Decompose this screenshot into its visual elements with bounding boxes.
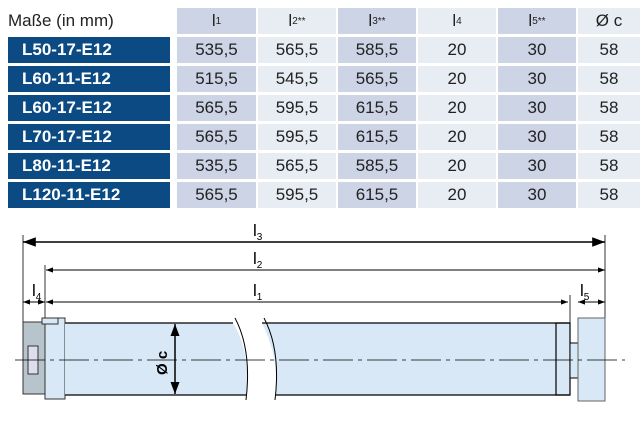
column-header-2: l 2 ** (258, 8, 336, 34)
column-header-5: l 5 ** (498, 8, 576, 34)
table-cell: 58 (578, 66, 640, 92)
table-cell: 565,5 (258, 153, 336, 179)
table-cell: 30 (498, 95, 576, 121)
end-cap (577, 317, 606, 402)
row-model-label: L80-11-E12 (8, 153, 170, 179)
table-cell: 535,5 (177, 153, 256, 179)
label-l4: l4 (32, 281, 42, 303)
label-diameter: Ø c (154, 351, 171, 375)
table-cell: 58 (578, 124, 640, 150)
table-cell: 565,5 (177, 124, 256, 150)
table-cell: 20 (418, 95, 496, 121)
table-cell: 20 (418, 182, 496, 208)
column-header-3: l 3 ** (338, 8, 416, 34)
row-model-label: L70-17-E12 (8, 124, 170, 150)
table-cell: 565,5 (258, 37, 336, 63)
tube-left (65, 323, 248, 395)
table-cell: 595,5 (258, 95, 336, 121)
row-model-label: L120-11-E12 (8, 182, 170, 208)
shaft (569, 342, 579, 379)
break-line (234, 317, 249, 401)
row-model-label: L50-17-E12 (8, 37, 170, 63)
table-cell: 30 (498, 66, 576, 92)
table-cell: 30 (498, 37, 576, 63)
table-cell: 615,5 (338, 95, 416, 121)
table-cell: 565,5 (177, 95, 256, 121)
table-cell: 545,5 (258, 66, 336, 92)
table-cell: 30 (498, 124, 576, 150)
row-model-label: L60-17-E12 (8, 95, 170, 121)
motor-head (22, 317, 66, 400)
table-cell: 58 (578, 153, 640, 179)
table-cell: 565,5 (338, 66, 416, 92)
table-cell: 585,5 (338, 37, 416, 63)
table-cell: 565,5 (177, 182, 256, 208)
table-cell: 595,5 (258, 182, 336, 208)
table-corner-label: Maße (in mm) (8, 11, 114, 30)
row-model-label: L60-11-E12 (8, 66, 170, 92)
table-cell: 615,5 (338, 182, 416, 208)
table-cell: 20 (418, 37, 496, 63)
table-cell: 30 (498, 182, 576, 208)
table-cell: 30 (498, 153, 576, 179)
label-l5: l5 (580, 281, 590, 303)
label-l3: l3 (253, 221, 263, 243)
label-l2: l2 (253, 249, 263, 271)
table-cell: 20 (418, 66, 496, 92)
table-cell: 585,5 (338, 153, 416, 179)
table-cell: 515,5 (177, 66, 256, 92)
table-cell: 58 (578, 182, 640, 208)
table-cell: 20 (418, 124, 496, 150)
label-l1: l1 (253, 281, 263, 303)
break-line (263, 317, 278, 401)
table-cell: 595,5 (258, 124, 336, 150)
table-cell: 615,5 (338, 124, 416, 150)
column-header-6: Ø c (578, 8, 640, 34)
tube-right (262, 323, 570, 395)
table-cell: 535,5 (177, 37, 256, 63)
table-cell: 20 (418, 153, 496, 179)
table-cell: 58 (578, 37, 640, 63)
table-cell: 58 (578, 95, 640, 121)
